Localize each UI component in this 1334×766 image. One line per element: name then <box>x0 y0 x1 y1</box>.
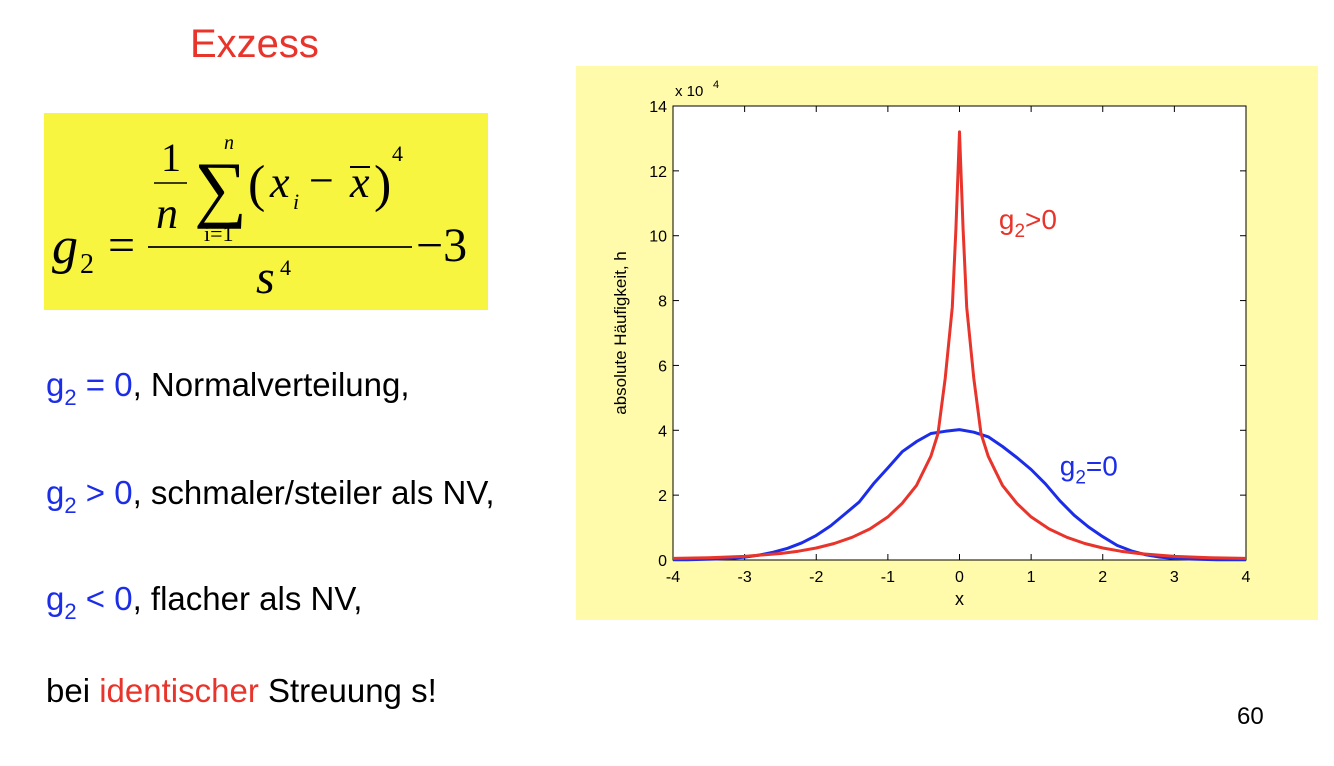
x-tick-label: -3 <box>738 569 752 586</box>
footer-statement: bei identischer Streuung s! <box>46 672 437 710</box>
formula-one: 1 <box>161 135 181 180</box>
x-tick-label: 2 <box>1098 569 1107 586</box>
x-tick-label: 0 <box>955 569 964 586</box>
y-multiplier-exponent: 4 <box>713 79 719 91</box>
formula-paren-open: ( <box>248 156 265 213</box>
formula-sum-bottom: i=1 <box>204 221 234 246</box>
statement-positive-sub: 2 <box>64 493 77 518</box>
x-tick-label: 3 <box>1170 569 1179 586</box>
y-tick-label: 8 <box>658 294 667 311</box>
formula-s-power: 4 <box>280 255 291 280</box>
x-tick-label: -1 <box>881 569 895 586</box>
statement-positive-g: g <box>46 474 65 511</box>
formula-g-sub: 2 <box>80 249 94 280</box>
formula-box: g 2 = 1 n n ∑ i=1 ( x i − x ) 4 s 4 −3 <box>44 113 488 310</box>
page-number: 60 <box>1237 703 1264 730</box>
kurtosis-formula: g 2 = 1 n n ∑ i=1 ( x i − x ) 4 s 4 −3 <box>52 132 467 304</box>
footer-pre: bei <box>46 672 100 709</box>
formula-power: 4 <box>392 141 403 166</box>
plot-area <box>672 105 1247 561</box>
y-tick-label: 6 <box>658 358 667 375</box>
statement-positive-text: , schmaler/steiler als NV, <box>132 474 495 511</box>
formula-sum: ∑ <box>194 148 247 230</box>
y-tick-label: 4 <box>658 423 667 440</box>
formula-s: s <box>256 251 275 304</box>
footer-highlight: identischer <box>99 672 259 709</box>
formula-sum-top: n <box>224 132 234 154</box>
statement-negative-rel: < 0 <box>76 580 133 617</box>
formula-g: g <box>52 218 78 275</box>
series-line-peaked <box>672 130 1247 560</box>
y-tick-label: 10 <box>649 229 667 246</box>
chart-panel: -4 -3 -2 -1 0 1 2 3 4 0 2 4 6 8 10 12 14 x 10 4 x absolute H… <box>576 66 1318 620</box>
statement-normal: g2 = 0, Normalverteilung, <box>46 366 410 410</box>
y-multiplier: x 10 <box>675 83 703 100</box>
x-tick-label: 1 <box>1027 569 1036 586</box>
formula-xbar: x <box>349 158 370 207</box>
statement-normal-text: , Normalverteilung, <box>132 366 410 403</box>
formula-minus3: −3 <box>416 219 467 272</box>
series-annotation: g2=0 <box>1060 451 1118 489</box>
formula-equals: = <box>108 219 135 272</box>
formula-x-sub: i <box>293 189 299 214</box>
y-tick-label: 12 <box>649 164 667 181</box>
footer-post: Streuung s! <box>258 672 437 709</box>
statement-normal-g: g <box>46 366 65 403</box>
formula-minus: − <box>309 156 334 205</box>
y-tick-label: 14 <box>649 99 667 116</box>
statement-negative-sub: 2 <box>64 599 77 624</box>
y-tick-label: 2 <box>658 488 667 505</box>
series-annotation: g2>0 <box>999 204 1057 242</box>
slide-title: Exzess <box>190 22 319 66</box>
y-tick-label: 0 <box>658 553 667 570</box>
y-axis-label: absolute Häufigkeit, h <box>611 251 630 415</box>
x-tick-label: -2 <box>809 569 823 586</box>
statement-negative-g: g <box>46 580 65 617</box>
x-axis-label: x <box>955 589 964 609</box>
statement-positive-rel: > 0 <box>76 474 133 511</box>
statement-normal-sub: 2 <box>64 385 77 410</box>
statement-positive: g2 > 0, schmaler/steiler als NV, <box>46 474 495 518</box>
statement-normal-rel: = 0 <box>76 366 133 403</box>
statement-negative-text: , flacher als NV, <box>132 580 363 617</box>
formula-n: n <box>156 189 178 238</box>
formula-paren-close: ) <box>374 156 391 213</box>
x-tick-label: 4 <box>1242 569 1251 586</box>
statement-negative: g2 < 0, flacher als NV, <box>46 580 363 624</box>
x-tick-label: -4 <box>666 569 680 586</box>
formula-x: x <box>269 158 290 207</box>
